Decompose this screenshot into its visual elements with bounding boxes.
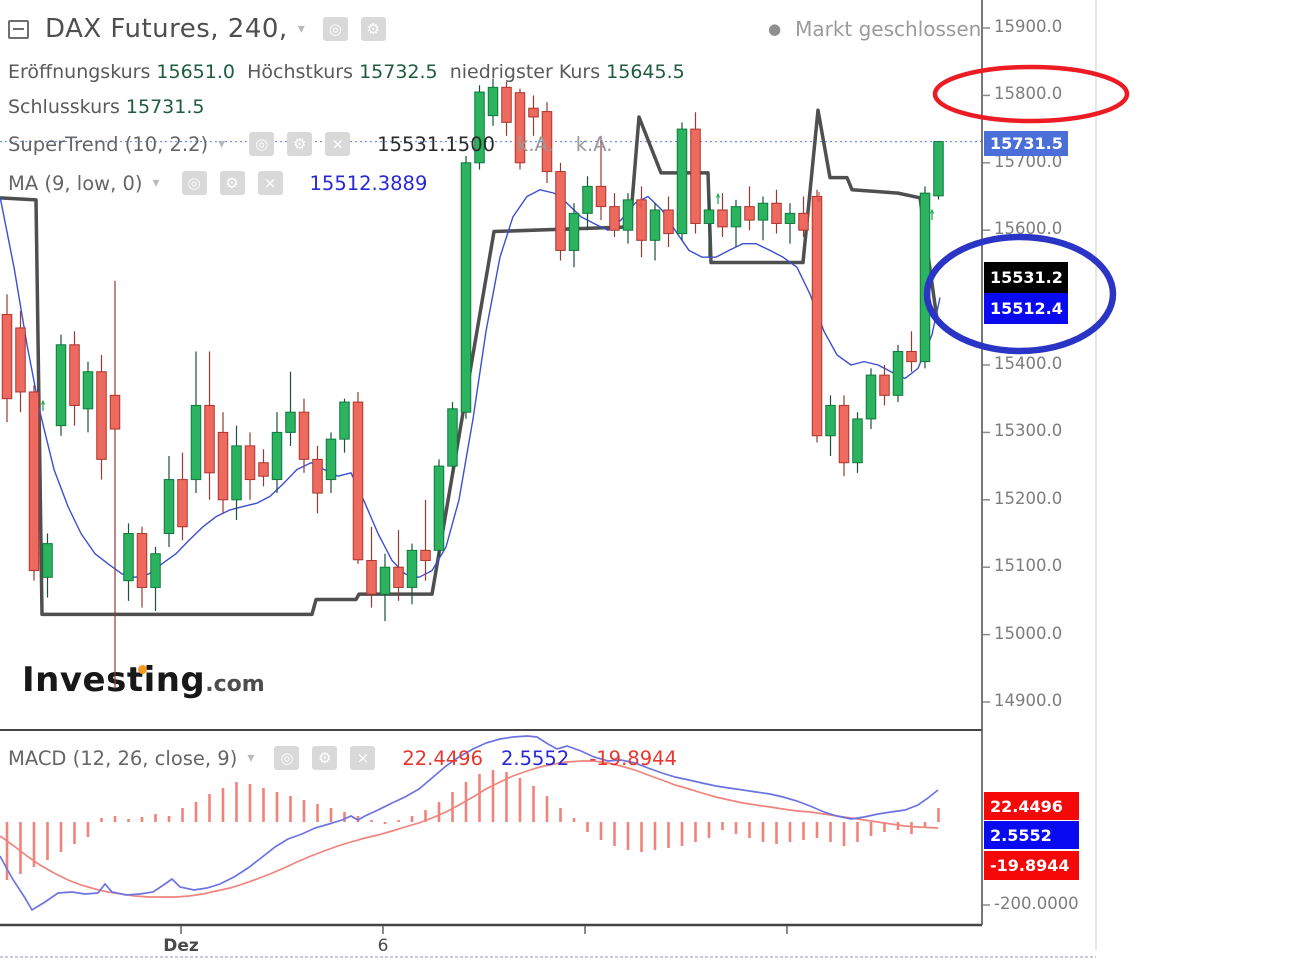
symbol-title: DAX Futures, 240,: [45, 14, 288, 44]
watermark-main: Investing: [22, 660, 206, 700]
macd-badge: -19.8944: [984, 851, 1079, 880]
supertrend-value: 15531.1500: [377, 132, 496, 156]
supertrend-na2: k.A.: [575, 132, 613, 156]
price-badge: 15731.5: [984, 131, 1068, 156]
macd-name: MACD (12, 26, close, 9): [8, 746, 238, 770]
close-icon[interactable]: ×: [350, 746, 376, 770]
supertrend-na1: k.A.: [517, 132, 554, 156]
high-label: Höchstkurs: [247, 61, 354, 83]
market-status: ● Markt geschlossen: [768, 17, 981, 41]
ma-legend: MA (9, low, 0) ▾ ◎ ⚙ × 15512.3889: [8, 171, 427, 195]
watermark-orange-dot: [138, 665, 147, 674]
price-badge: 15512.4: [984, 293, 1068, 324]
price-axis-label: 15600.0: [994, 219, 1063, 239]
price-axis-label: 14900.0: [994, 691, 1063, 710]
low-label: niedrigster Kurs: [449, 61, 601, 83]
open-label: Eröffnungskurs: [8, 61, 151, 83]
price-axis-label: 15300.0: [994, 421, 1063, 441]
price-axis-label: 15700.0: [994, 151, 1063, 171]
price-axis-label: 15100.0: [994, 556, 1063, 576]
ma-value: 15512.3889: [309, 171, 428, 195]
high-value: 15732.5: [359, 61, 438, 83]
close-label: Schlusskurs: [8, 96, 120, 118]
time-axis-label: Dez: [163, 936, 199, 956]
visibility-icon[interactable]: ◎: [181, 171, 207, 195]
macd-hist-value: -19.8944: [589, 746, 677, 770]
macd-signal-value: 2.5552: [501, 746, 570, 770]
price-axis-label: 15400.0: [994, 354, 1063, 373]
low-value: 15645.5: [606, 61, 685, 83]
macd-badge: 2.5552: [984, 821, 1079, 849]
supertrend-name: SuperTrend (10, 2.2): [8, 132, 209, 156]
market-status-dot-icon: ●: [768, 20, 782, 38]
close-row: Schlusskurs 15731.5: [8, 96, 204, 118]
ma-name: MA (9, low, 0): [8, 171, 143, 195]
gear-icon[interactable]: ⚙: [360, 17, 386, 41]
close-value: 15731.5: [125, 96, 205, 118]
chevron-down-icon[interactable]: ▾: [218, 136, 226, 152]
macd-axis-label: -200.0000: [994, 894, 1079, 913]
macd-value: 22.4496: [402, 746, 483, 770]
gear-icon[interactable]: ⚙: [312, 746, 338, 770]
macd-badge: 22.4496: [984, 792, 1079, 820]
investing-watermark: Investing.com: [22, 660, 265, 700]
gear-icon[interactable]: ⚙: [219, 171, 245, 195]
price-axis-label: 15000.0: [994, 623, 1063, 643]
close-icon[interactable]: ×: [257, 171, 283, 195]
visibility-icon[interactable]: ◎: [274, 746, 300, 770]
market-status-text: Markt geschlossen: [795, 17, 982, 41]
price-axis-label: 15200.0: [994, 488, 1063, 508]
collapse-icon[interactable]: [8, 19, 29, 39]
visibility-icon[interactable]: ◎: [322, 17, 348, 41]
chevron-down-icon[interactable]: ▾: [297, 21, 305, 37]
close-icon[interactable]: ×: [325, 132, 351, 156]
price-axis-label: 15800.0: [994, 84, 1063, 104]
chevron-down-icon[interactable]: ▾: [152, 175, 160, 191]
open-value: 15651.0: [156, 61, 235, 83]
visibility-icon[interactable]: ◎: [249, 132, 275, 156]
symbol-header: DAX Futures, 240, ▾ ◎ ⚙: [8, 14, 393, 44]
price-badge: 15531.2: [984, 262, 1068, 293]
watermark-suffix: .com: [205, 672, 265, 697]
supertrend-legend: SuperTrend (10, 2.2) ▾ ◎ ⚙ × 15531.1500 …: [8, 132, 612, 156]
gear-icon[interactable]: ⚙: [287, 132, 313, 156]
price-axis-label: 15900.0: [994, 17, 1063, 36]
macd-legend: MACD (12, 26, close, 9) ▾ ◎ ⚙ × 22.4496 …: [8, 746, 677, 770]
chevron-down-icon[interactable]: ▾: [247, 750, 255, 766]
ohlc-row: Eröffnungskurs 15651.0 Höchstkurs 15732.…: [8, 61, 685, 83]
time-axis-label: 6: [377, 936, 389, 956]
